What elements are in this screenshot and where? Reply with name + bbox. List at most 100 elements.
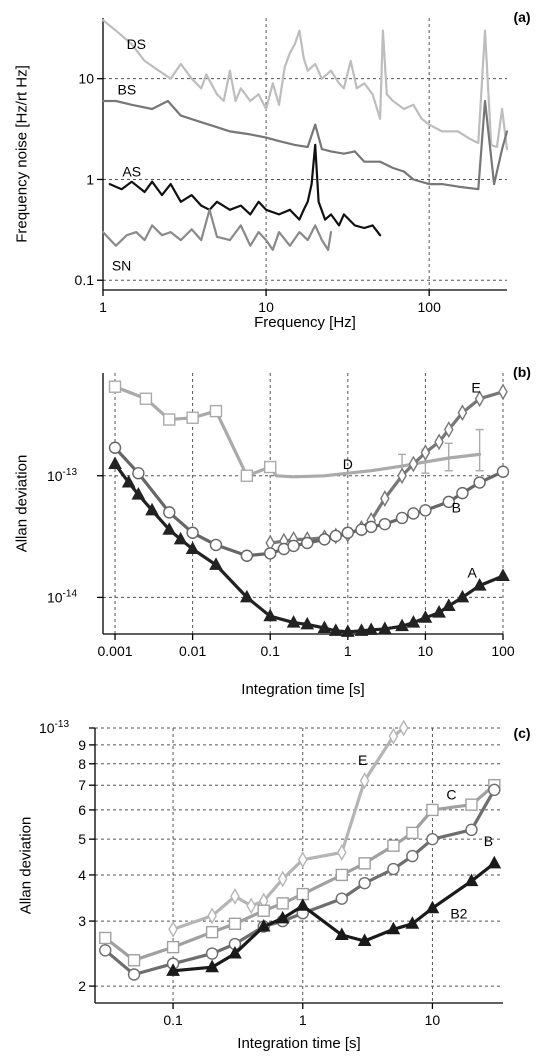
x-axis-title: Integration time [s] (237, 1035, 360, 1052)
triangle-marker (377, 621, 392, 634)
circle-marker (287, 539, 300, 553)
square-marker (163, 413, 176, 426)
series-label: AS (122, 163, 141, 179)
series-label: E (358, 752, 367, 768)
circle-marker (442, 495, 455, 509)
diamond-marker (277, 870, 288, 888)
diamond-marker (474, 390, 485, 408)
square-marker (186, 411, 199, 424)
diamond-marker (246, 897, 256, 915)
y-tick-label: 6 (78, 802, 86, 818)
series-BS: BS (101, 82, 509, 191)
tick-exponent: -14 (63, 588, 78, 599)
triangle-marker (263, 608, 278, 622)
circle-marker (378, 517, 392, 531)
triangle-marker (472, 578, 487, 591)
square-marker (426, 803, 439, 817)
circle-marker (364, 520, 378, 534)
circle-marker (127, 968, 141, 981)
triangle-marker (131, 487, 146, 500)
x-tick-label: 10 (258, 299, 274, 315)
triangle-marker (209, 557, 223, 570)
y-tick-label: 8 (78, 756, 86, 772)
series-line (101, 19, 509, 151)
diamond-marker (420, 444, 431, 462)
circle-marker (301, 536, 314, 550)
x-tick-label: 1 (99, 299, 107, 315)
square-marker (166, 940, 180, 954)
triangle-marker (496, 568, 510, 581)
diamond-marker (434, 433, 444, 451)
series-label: SN (112, 258, 131, 274)
square-marker (99, 931, 112, 945)
triangle-marker (357, 933, 372, 946)
diamond-marker (398, 719, 409, 737)
y-axis-title: Allan deviation (18, 817, 35, 915)
triangle-marker (145, 502, 159, 516)
y-tick-label: 9 (78, 737, 86, 753)
x-axis-title: Frequency [Hz] (254, 314, 356, 331)
circle-marker (108, 441, 122, 454)
square-marker (139, 392, 153, 405)
y-tick-label: 1 (86, 171, 94, 187)
series-label: B (452, 499, 461, 515)
diamond-marker (397, 467, 407, 485)
square-marker (335, 868, 348, 882)
diamond-marker (457, 404, 468, 422)
triangle-marker (441, 598, 456, 611)
diamond-marker (336, 844, 347, 861)
series-label: C (446, 787, 456, 803)
diamond-marker (230, 887, 240, 905)
circle-marker (387, 862, 400, 876)
y-tick-label: 10-14 (47, 588, 77, 605)
x-tick-label: 1 (299, 1012, 307, 1028)
square-marker (465, 798, 478, 811)
triangle-marker (256, 918, 271, 932)
series-C: C (99, 778, 501, 967)
series-AS: AS (108, 143, 382, 237)
square-marker (108, 380, 122, 393)
y-tick-label: 10-13 (39, 719, 69, 736)
triangle-marker (418, 610, 433, 623)
triangle-marker (317, 620, 332, 634)
y-tick-label: 10-13 (47, 467, 77, 484)
diamond-marker (498, 383, 508, 401)
y-tick-label: 10 (78, 71, 94, 87)
circle-marker (358, 876, 371, 890)
chart-panel-2: 0.001 0.01 0.1 1 10 100 10-14 10-13 Integration … (14, 364, 531, 698)
series-A: A (108, 456, 510, 637)
y-axis-title: Frequency noise [Hz/rt Hz] (14, 65, 31, 243)
triangle-marker (364, 622, 379, 635)
x-tick-label: 1 (344, 643, 352, 659)
circle-marker (335, 892, 348, 905)
panel-label: (b) (513, 364, 531, 380)
triangle-marker (300, 616, 315, 630)
circle-marker (163, 506, 176, 519)
triangle-marker (386, 921, 401, 935)
circle-marker (132, 466, 145, 480)
y-tick-label: 4 (78, 867, 86, 883)
y-tick-label: 0.1 (75, 272, 95, 288)
y-axis-title: Allan deviation (14, 455, 31, 553)
series-line (101, 99, 509, 191)
triangle-marker (406, 615, 421, 628)
series-D: D (108, 380, 484, 482)
circle-marker (186, 526, 199, 539)
triangle-marker (464, 873, 479, 887)
x-axis-title: Integration time [s] (241, 681, 364, 698)
circle-marker (240, 549, 254, 562)
x-tick-label: 10 (425, 1012, 441, 1028)
triangle-marker (487, 855, 502, 869)
square-marker (276, 897, 289, 910)
square-marker (358, 857, 371, 870)
circle-marker (419, 504, 432, 517)
circle-marker (407, 507, 420, 520)
circle-marker (456, 486, 469, 500)
triangle-marker (455, 589, 470, 603)
diamond-marker (443, 421, 454, 438)
x-tick-label: 0.001 (97, 643, 132, 659)
triangle-marker (395, 618, 409, 632)
diamond-marker (297, 851, 308, 869)
triangle-marker (228, 946, 242, 959)
